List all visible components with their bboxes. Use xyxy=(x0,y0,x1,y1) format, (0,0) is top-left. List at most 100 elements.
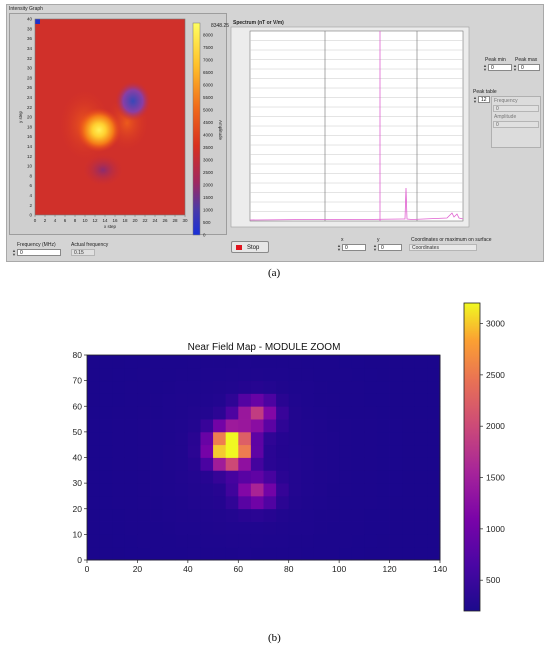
heatmap-cell xyxy=(313,380,327,394)
heatmap-cell xyxy=(276,367,290,382)
heatmap-cell xyxy=(250,406,264,420)
heatmap-cell xyxy=(389,406,403,420)
heatmap-cell xyxy=(87,380,101,394)
heatmap-cell xyxy=(339,470,353,484)
heatmap-cell xyxy=(389,367,403,382)
y-coordinate-spinner[interactable]: ▲ ▼ xyxy=(373,243,377,252)
heatmap-cell xyxy=(389,393,403,407)
intensity-colorbar-tick-label: 6000 xyxy=(203,83,214,88)
heatmap-cell xyxy=(112,547,126,561)
heatmap-cell xyxy=(351,483,365,497)
heatmap-cell xyxy=(402,457,416,471)
frequency-mhz-spinner[interactable]: ▲ ▼ xyxy=(12,248,16,257)
heatmap-cell xyxy=(137,457,151,471)
peak-min-spinner[interactable]: ▲ ▼ xyxy=(483,63,487,72)
heatmap-cell xyxy=(414,444,428,458)
peak-table-spinner[interactable]: ▲ ▼ xyxy=(473,95,477,104)
heatmap-cell xyxy=(288,431,302,446)
coords-mode-select[interactable]: Coordinates xyxy=(409,244,477,251)
y-coordinate-input[interactable]: 0 xyxy=(378,244,402,251)
heatmap-cell xyxy=(364,380,378,394)
frequency-mhz-input[interactable]: 0 xyxy=(17,249,61,256)
heatmap-cell xyxy=(402,483,416,497)
heatmap-cell xyxy=(87,355,101,369)
heatmap-cell xyxy=(200,483,214,497)
heatmap-cell xyxy=(389,419,403,433)
stop-button[interactable]: Stop xyxy=(231,241,269,253)
heatmap-cell xyxy=(313,534,327,548)
intensity-x-tick-label: 30 xyxy=(182,218,188,223)
intensity-colorbar-tick-label: 3500 xyxy=(203,145,214,150)
intensity-y-tick-label: 24 xyxy=(27,95,33,100)
heatmap-cell xyxy=(175,406,189,420)
heatmap-cell xyxy=(250,521,264,535)
heatmap-cell xyxy=(99,534,113,548)
heatmap-cell xyxy=(427,483,441,497)
heatmap-cell xyxy=(87,508,101,522)
heatmap-cell xyxy=(225,393,239,407)
x-coordinate-input[interactable]: 0 xyxy=(342,244,366,251)
heatmap-cell xyxy=(364,483,378,497)
heatmap-cell xyxy=(301,508,315,522)
heatmap-cell xyxy=(389,457,403,471)
heatmap-cell xyxy=(238,431,252,446)
heatmap-cell xyxy=(137,419,151,433)
peak-min-input[interactable]: 0 xyxy=(488,64,512,71)
heatmap-cell xyxy=(276,547,290,561)
heatmap-cell xyxy=(376,521,390,535)
heatmap-cell xyxy=(87,547,101,561)
frequency-column-value: 0 xyxy=(493,105,539,112)
heatmap-cell xyxy=(162,457,176,471)
heatmap-cell xyxy=(402,534,416,548)
heatmap-cell xyxy=(414,534,428,548)
heatmap-cell xyxy=(187,367,201,382)
heatmap-cell xyxy=(87,367,101,382)
heatmap-cell xyxy=(414,521,428,535)
heatmap-cell xyxy=(427,495,441,510)
heatmap-cell xyxy=(313,508,327,522)
heatmap-cell xyxy=(301,457,315,471)
heatmap-cell xyxy=(225,367,239,382)
x-coordinate-spinner[interactable]: ▲ ▼ xyxy=(337,243,341,252)
heatmap-cell xyxy=(112,380,126,394)
x-tick-label: 120 xyxy=(382,564,396,574)
heatmap-cell xyxy=(402,547,416,561)
actual-frequency-label: Actual frequency xyxy=(71,242,109,248)
heatmap-cell xyxy=(402,431,416,446)
colorbar-tick-label: 2000 xyxy=(486,421,505,431)
heatmap-cell xyxy=(225,521,239,535)
peak-max-input[interactable]: 0 xyxy=(518,64,540,71)
colorbar-tick-label: 3000 xyxy=(486,319,505,329)
heatmap-cell xyxy=(213,380,227,394)
heatmap-cell xyxy=(124,547,138,561)
peak-table-index[interactable]: 12 xyxy=(478,96,490,103)
heatmap-cell xyxy=(427,508,441,522)
peak-max-label: Peak max xyxy=(515,57,538,63)
heatmap-cell xyxy=(326,431,340,446)
heatmap-cell xyxy=(326,393,340,407)
heatmap-cell xyxy=(87,406,101,420)
heatmap-cell xyxy=(162,380,176,394)
heatmap-cell xyxy=(124,508,138,522)
heatmap-cell xyxy=(137,380,151,394)
heatmap-cell xyxy=(225,495,239,510)
intensity-colorbar-tick-label: 0 xyxy=(203,233,206,238)
heatmap-cell xyxy=(213,406,227,420)
heatmap-cell xyxy=(162,495,176,510)
heatmap-cell xyxy=(250,380,264,394)
heatmap-cell xyxy=(427,419,441,433)
heatmap-cell xyxy=(99,444,113,458)
intensity-y-tick-label: 16 xyxy=(27,134,33,139)
heatmap-cell xyxy=(124,380,138,394)
heatmap-cell xyxy=(313,393,327,407)
heatmap-cell xyxy=(414,470,428,484)
heatmap-cell xyxy=(112,431,126,446)
heatmap-cell xyxy=(427,355,441,369)
heatmap-cell xyxy=(376,534,390,548)
heatmap-cell xyxy=(351,406,365,420)
heatmap-cell xyxy=(99,406,113,420)
heatmap-cell xyxy=(213,431,227,446)
heatmap-cell xyxy=(200,534,214,548)
heatmap-cell xyxy=(137,355,151,369)
peak-max-spinner[interactable]: ▲ ▼ xyxy=(513,63,517,72)
